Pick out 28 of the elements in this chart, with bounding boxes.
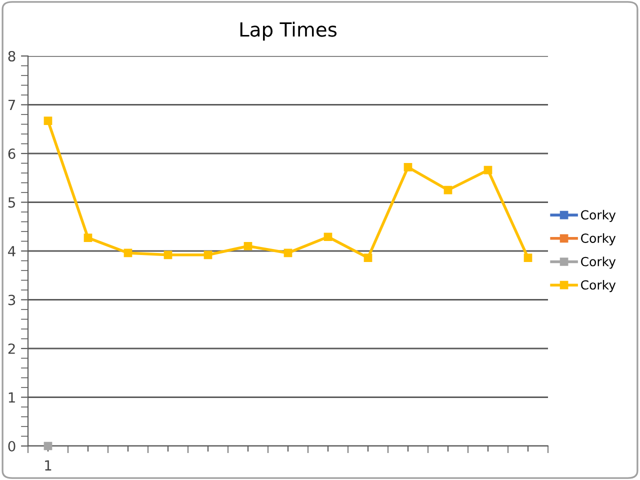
point [364, 254, 372, 262]
point [524, 254, 532, 262]
y-tick-label: 6 [8, 148, 16, 159]
y-tick-label: 0 [8, 440, 16, 452]
y-tick-label: 4 [8, 246, 16, 256]
y-tick-label: 5 [8, 197, 15, 208]
point [124, 248, 132, 258]
point [244, 242, 252, 250]
point [284, 248, 292, 258]
legend-label: Corky [581, 256, 616, 269]
y-tick-label: 8 [8, 50, 16, 62]
legend-label: Corky [581, 233, 616, 246]
point [444, 186, 452, 194]
y-tick-label: 1 [8, 392, 15, 403]
point [204, 250, 212, 260]
point [44, 116, 52, 126]
chart-title: Lap Times [240, 22, 337, 41]
y-tick-label: 3 [8, 294, 16, 306]
point [404, 162, 412, 172]
y-tick-label: 2 [8, 343, 15, 354]
point [324, 232, 332, 242]
point [84, 234, 92, 242]
point [164, 250, 172, 260]
legend-label: Corky [581, 210, 616, 222]
point [44, 442, 52, 450]
legend-label: Corky [581, 280, 616, 292]
point [484, 166, 492, 174]
y-tick-label: 7 [8, 100, 16, 110]
